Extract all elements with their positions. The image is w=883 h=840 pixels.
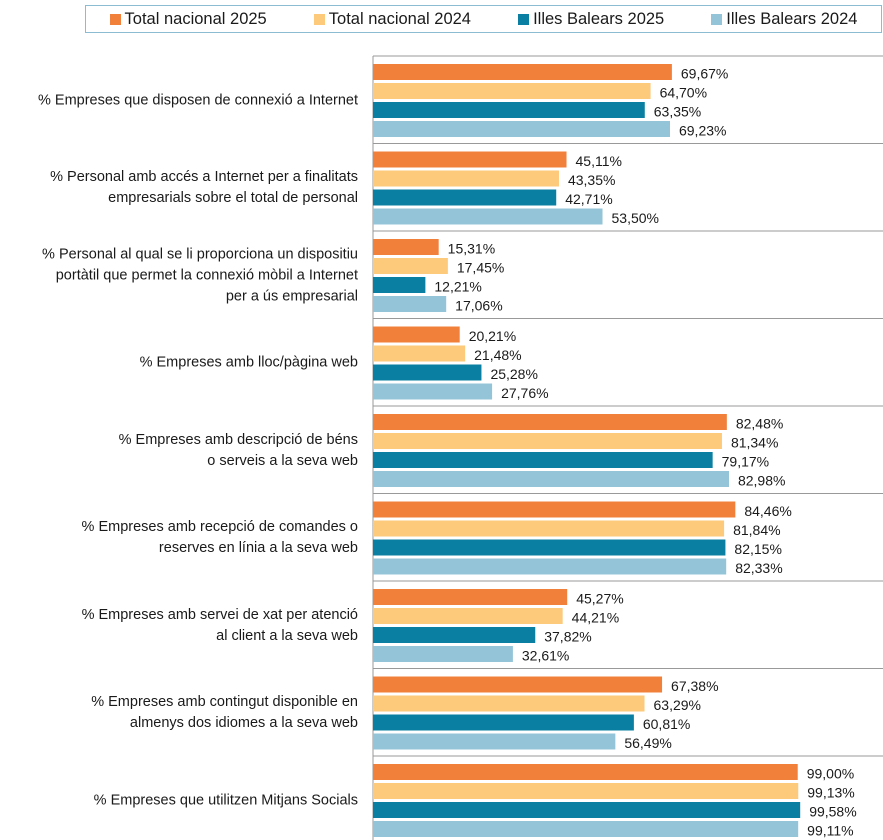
value-label: 27,76% (501, 385, 548, 401)
bar (373, 471, 729, 487)
bar (373, 170, 559, 187)
category-label: % Empreses amb servei de xat per atenció… (81, 606, 358, 644)
bar (373, 326, 460, 343)
value-label: 82,33% (735, 560, 782, 576)
bar (373, 627, 536, 643)
value-label: 32,61% (522, 648, 569, 664)
value-label: 17,06% (455, 298, 502, 314)
value-label: 63,35% (654, 104, 701, 120)
value-label: 12,21% (434, 279, 481, 295)
bar (373, 364, 482, 381)
bar (373, 414, 727, 430)
bar (373, 501, 736, 518)
value-label: 20,21% (469, 328, 516, 344)
value-label: 69,23% (679, 123, 726, 139)
bar (373, 151, 567, 168)
value-label: 15,31% (448, 241, 495, 257)
bar (373, 102, 645, 118)
value-label: 99,58% (809, 804, 856, 820)
bar (373, 258, 448, 274)
value-label: 63,29% (654, 697, 701, 713)
legend-item: Total nacional 2025 (109, 9, 267, 29)
category-label: % Empreses amb contingut disponible en a… (91, 694, 358, 732)
value-label: 25,28% (490, 366, 537, 382)
bar (373, 608, 563, 624)
value-label: 99,00% (807, 766, 854, 782)
legend: Total nacional 2025 Total nacional 2024 Il… (85, 5, 882, 33)
bar (373, 802, 801, 818)
value-label: 45,11% (576, 153, 622, 169)
value-label: 67,38% (671, 678, 718, 694)
value-label: 37,82% (544, 629, 591, 645)
value-label: 69,67% (681, 66, 728, 82)
value-label: 81,34% (731, 435, 778, 451)
value-label: 56,49% (624, 735, 671, 751)
bar (373, 589, 568, 605)
bar (373, 783, 799, 799)
category-label: % Empreses amb descripció de béns o serv… (118, 431, 358, 469)
value-label: 42,71% (565, 191, 612, 207)
legend-item: Illes Balears 2024 (711, 10, 857, 29)
value-label: 60,81% (643, 716, 690, 732)
bar (373, 714, 634, 731)
legend-swatch (711, 13, 723, 25)
bar (373, 452, 713, 468)
category-label: % Empreses que utilitzen Mitjans Socials (93, 792, 358, 809)
bar (373, 433, 722, 449)
value-label: 17,45% (457, 260, 504, 276)
value-label: 45,27% (576, 591, 623, 607)
bar (373, 733, 616, 750)
legend-label: Total nacional 2024 (328, 9, 471, 28)
value-label: 84,46% (744, 503, 791, 519)
value-label: 99,11% (807, 823, 853, 839)
value-label: 82,15% (734, 541, 781, 557)
bar (373, 764, 798, 780)
bar (373, 189, 557, 206)
bar (373, 539, 726, 556)
value-label: 99,13% (807, 785, 854, 801)
legend-item: Illes Balears 2025 (518, 10, 664, 29)
value-label: 53,50% (612, 210, 659, 226)
value-label: 81,84% (733, 522, 780, 538)
bar (373, 695, 645, 712)
bar (373, 558, 727, 575)
bar (373, 646, 513, 662)
bar (373, 296, 447, 312)
value-label: 43,35% (568, 172, 615, 188)
legend-label: Illes Balears 2025 (533, 9, 665, 28)
legend-swatch (518, 13, 530, 25)
value-label: 44,21% (572, 610, 619, 626)
bar (373, 208, 603, 225)
bar (373, 383, 493, 400)
category-label: % Empreses que disposen de connexió a In… (37, 92, 358, 109)
legend-label: Total nacional 2025 (124, 9, 267, 28)
value-label: 82,48% (736, 416, 783, 432)
legend-swatch (313, 13, 325, 25)
bar (373, 64, 672, 80)
bar (373, 821, 799, 837)
legend-item: Total nacional 2024 (313, 9, 471, 29)
bar (373, 277, 426, 293)
legend-swatch (109, 13, 121, 25)
bar (373, 83, 651, 99)
bar (373, 239, 439, 255)
category-label: % Empreses amb lloc/pàgina web (139, 354, 358, 371)
value-label: 21,48% (474, 347, 521, 363)
value-label: 82,98% (738, 473, 785, 489)
bar (373, 121, 670, 137)
value-label: 79,17% (722, 454, 769, 470)
bar (373, 676, 663, 693)
category-label: % Empreses amb recepció de comandes o re… (81, 519, 358, 557)
bar (373, 520, 725, 537)
category-label: % Personal amb accés a Internet per a fi… (50, 169, 358, 207)
category-label: % Personal al qual se li proporciona un … (42, 246, 358, 305)
legend-label: Illes Balears 2024 (726, 9, 858, 28)
bar (373, 345, 466, 362)
value-label: 64,70% (660, 85, 707, 101)
